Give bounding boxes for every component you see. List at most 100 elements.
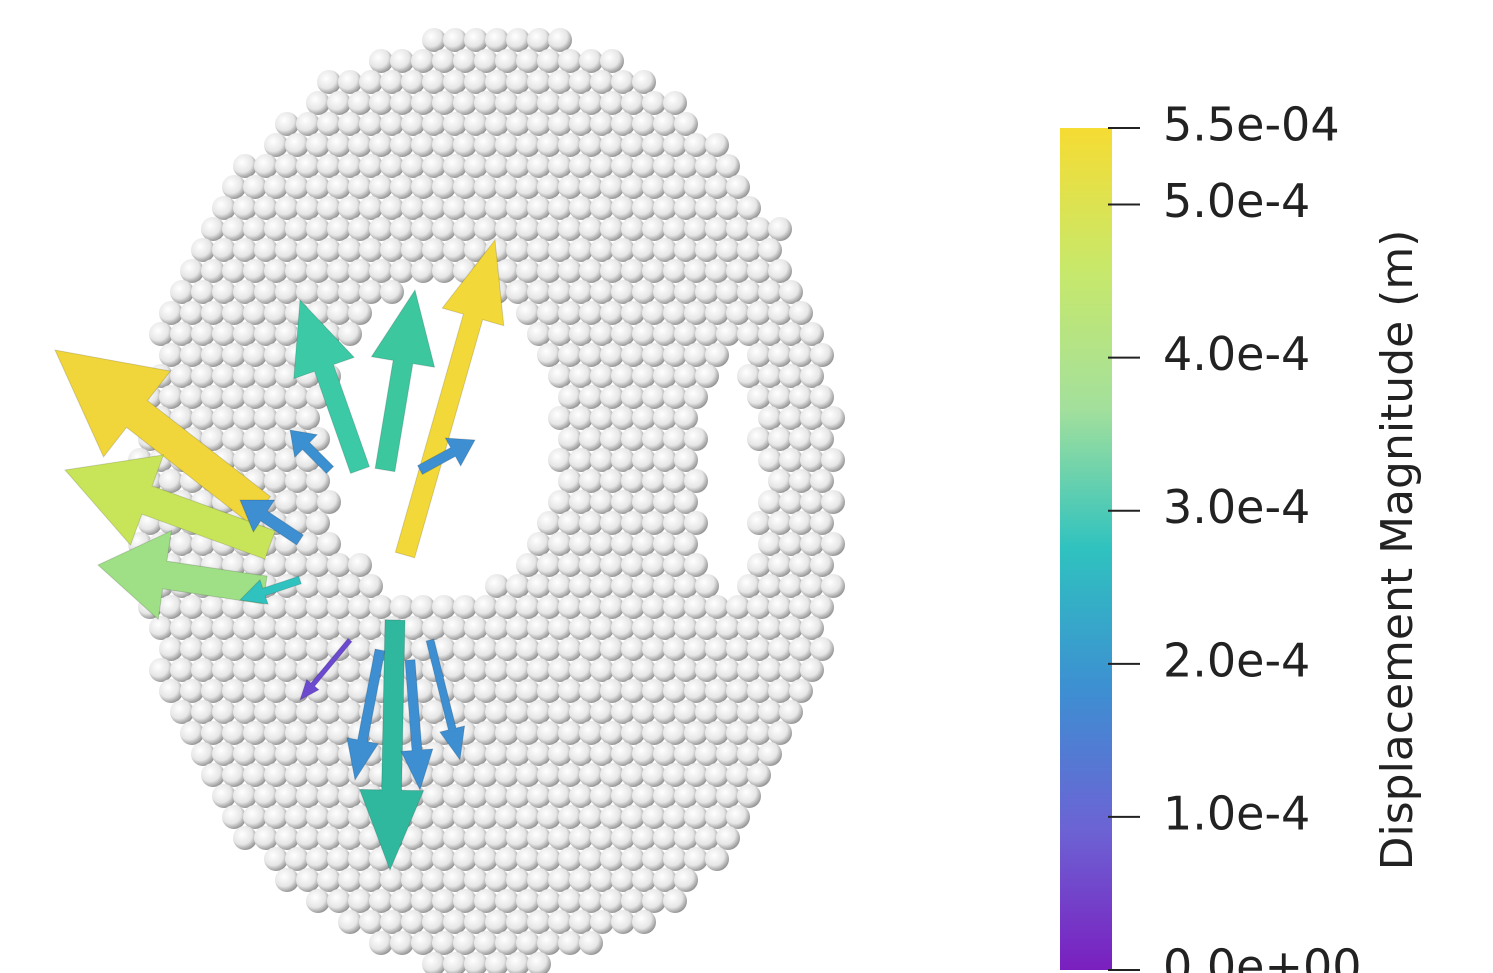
particle bbox=[569, 868, 593, 892]
particle bbox=[621, 889, 645, 913]
particle bbox=[495, 721, 519, 745]
particle bbox=[264, 469, 288, 493]
particle bbox=[191, 742, 215, 766]
particle bbox=[663, 385, 687, 409]
particle bbox=[590, 616, 614, 640]
particle bbox=[726, 679, 750, 703]
particle bbox=[621, 343, 645, 367]
particle bbox=[632, 574, 656, 598]
particle bbox=[159, 301, 183, 325]
particle bbox=[653, 616, 677, 640]
particle bbox=[212, 742, 236, 766]
particle bbox=[495, 637, 519, 661]
particle bbox=[390, 259, 414, 283]
particle bbox=[527, 658, 551, 682]
particle bbox=[422, 826, 446, 850]
particle bbox=[275, 868, 299, 892]
particle bbox=[516, 133, 540, 157]
particle bbox=[443, 196, 467, 220]
particle bbox=[726, 721, 750, 745]
particle bbox=[464, 784, 488, 808]
particle bbox=[390, 217, 414, 241]
particle bbox=[621, 721, 645, 745]
particle bbox=[306, 805, 330, 829]
particle bbox=[264, 553, 288, 577]
particle bbox=[590, 406, 614, 430]
particle bbox=[800, 448, 824, 472]
particle bbox=[800, 574, 824, 598]
particle bbox=[684, 385, 708, 409]
particle bbox=[611, 742, 635, 766]
particle bbox=[495, 133, 519, 157]
particle bbox=[159, 637, 183, 661]
particle bbox=[369, 133, 393, 157]
particle bbox=[201, 259, 225, 283]
particle bbox=[548, 658, 572, 682]
particle bbox=[222, 763, 246, 787]
particle bbox=[390, 49, 414, 73]
particle bbox=[642, 175, 666, 199]
particle bbox=[443, 658, 467, 682]
particle bbox=[632, 112, 656, 136]
particle bbox=[180, 679, 204, 703]
particle bbox=[737, 784, 761, 808]
particle bbox=[653, 238, 677, 262]
particle bbox=[716, 616, 740, 640]
particle bbox=[369, 217, 393, 241]
particle bbox=[296, 700, 320, 724]
particle bbox=[621, 217, 645, 241]
particle bbox=[464, 112, 488, 136]
particle bbox=[569, 196, 593, 220]
particle bbox=[558, 805, 582, 829]
particle bbox=[306, 511, 330, 535]
particle bbox=[558, 679, 582, 703]
particle bbox=[621, 679, 645, 703]
particle bbox=[264, 175, 288, 199]
particle bbox=[275, 826, 299, 850]
arrow bbox=[371, 290, 434, 472]
particle bbox=[317, 700, 341, 724]
particle bbox=[737, 700, 761, 724]
particle bbox=[285, 469, 309, 493]
particle bbox=[600, 637, 624, 661]
particle bbox=[684, 637, 708, 661]
particle bbox=[285, 805, 309, 829]
particle bbox=[338, 322, 362, 346]
particle bbox=[317, 574, 341, 598]
particle bbox=[317, 154, 341, 178]
particle bbox=[243, 385, 267, 409]
particle bbox=[779, 658, 803, 682]
particle bbox=[338, 196, 362, 220]
particle bbox=[474, 931, 498, 955]
particle bbox=[600, 175, 624, 199]
particle bbox=[600, 469, 624, 493]
particle bbox=[653, 154, 677, 178]
particle bbox=[653, 112, 677, 136]
particle bbox=[674, 406, 698, 430]
colorbar: 0.0e+001.0e-42.0e-43.0e-44.0e-45.0e-45.5… bbox=[1060, 98, 1362, 973]
particle bbox=[789, 343, 813, 367]
particle bbox=[674, 112, 698, 136]
particle bbox=[495, 91, 519, 115]
particle bbox=[579, 511, 603, 535]
particle bbox=[453, 595, 477, 619]
particle bbox=[768, 385, 792, 409]
particle bbox=[443, 784, 467, 808]
particle bbox=[621, 133, 645, 157]
particle bbox=[275, 154, 299, 178]
particle bbox=[243, 175, 267, 199]
particle bbox=[506, 952, 530, 973]
particle bbox=[705, 679, 729, 703]
particle bbox=[275, 700, 299, 724]
particle bbox=[149, 658, 173, 682]
particle bbox=[800, 658, 824, 682]
particle bbox=[537, 931, 561, 955]
particle bbox=[369, 175, 393, 199]
particle bbox=[716, 196, 740, 220]
particle bbox=[716, 154, 740, 178]
particle bbox=[758, 322, 782, 346]
particle bbox=[233, 364, 257, 388]
particle bbox=[222, 637, 246, 661]
particle bbox=[453, 91, 477, 115]
particle bbox=[653, 406, 677, 430]
